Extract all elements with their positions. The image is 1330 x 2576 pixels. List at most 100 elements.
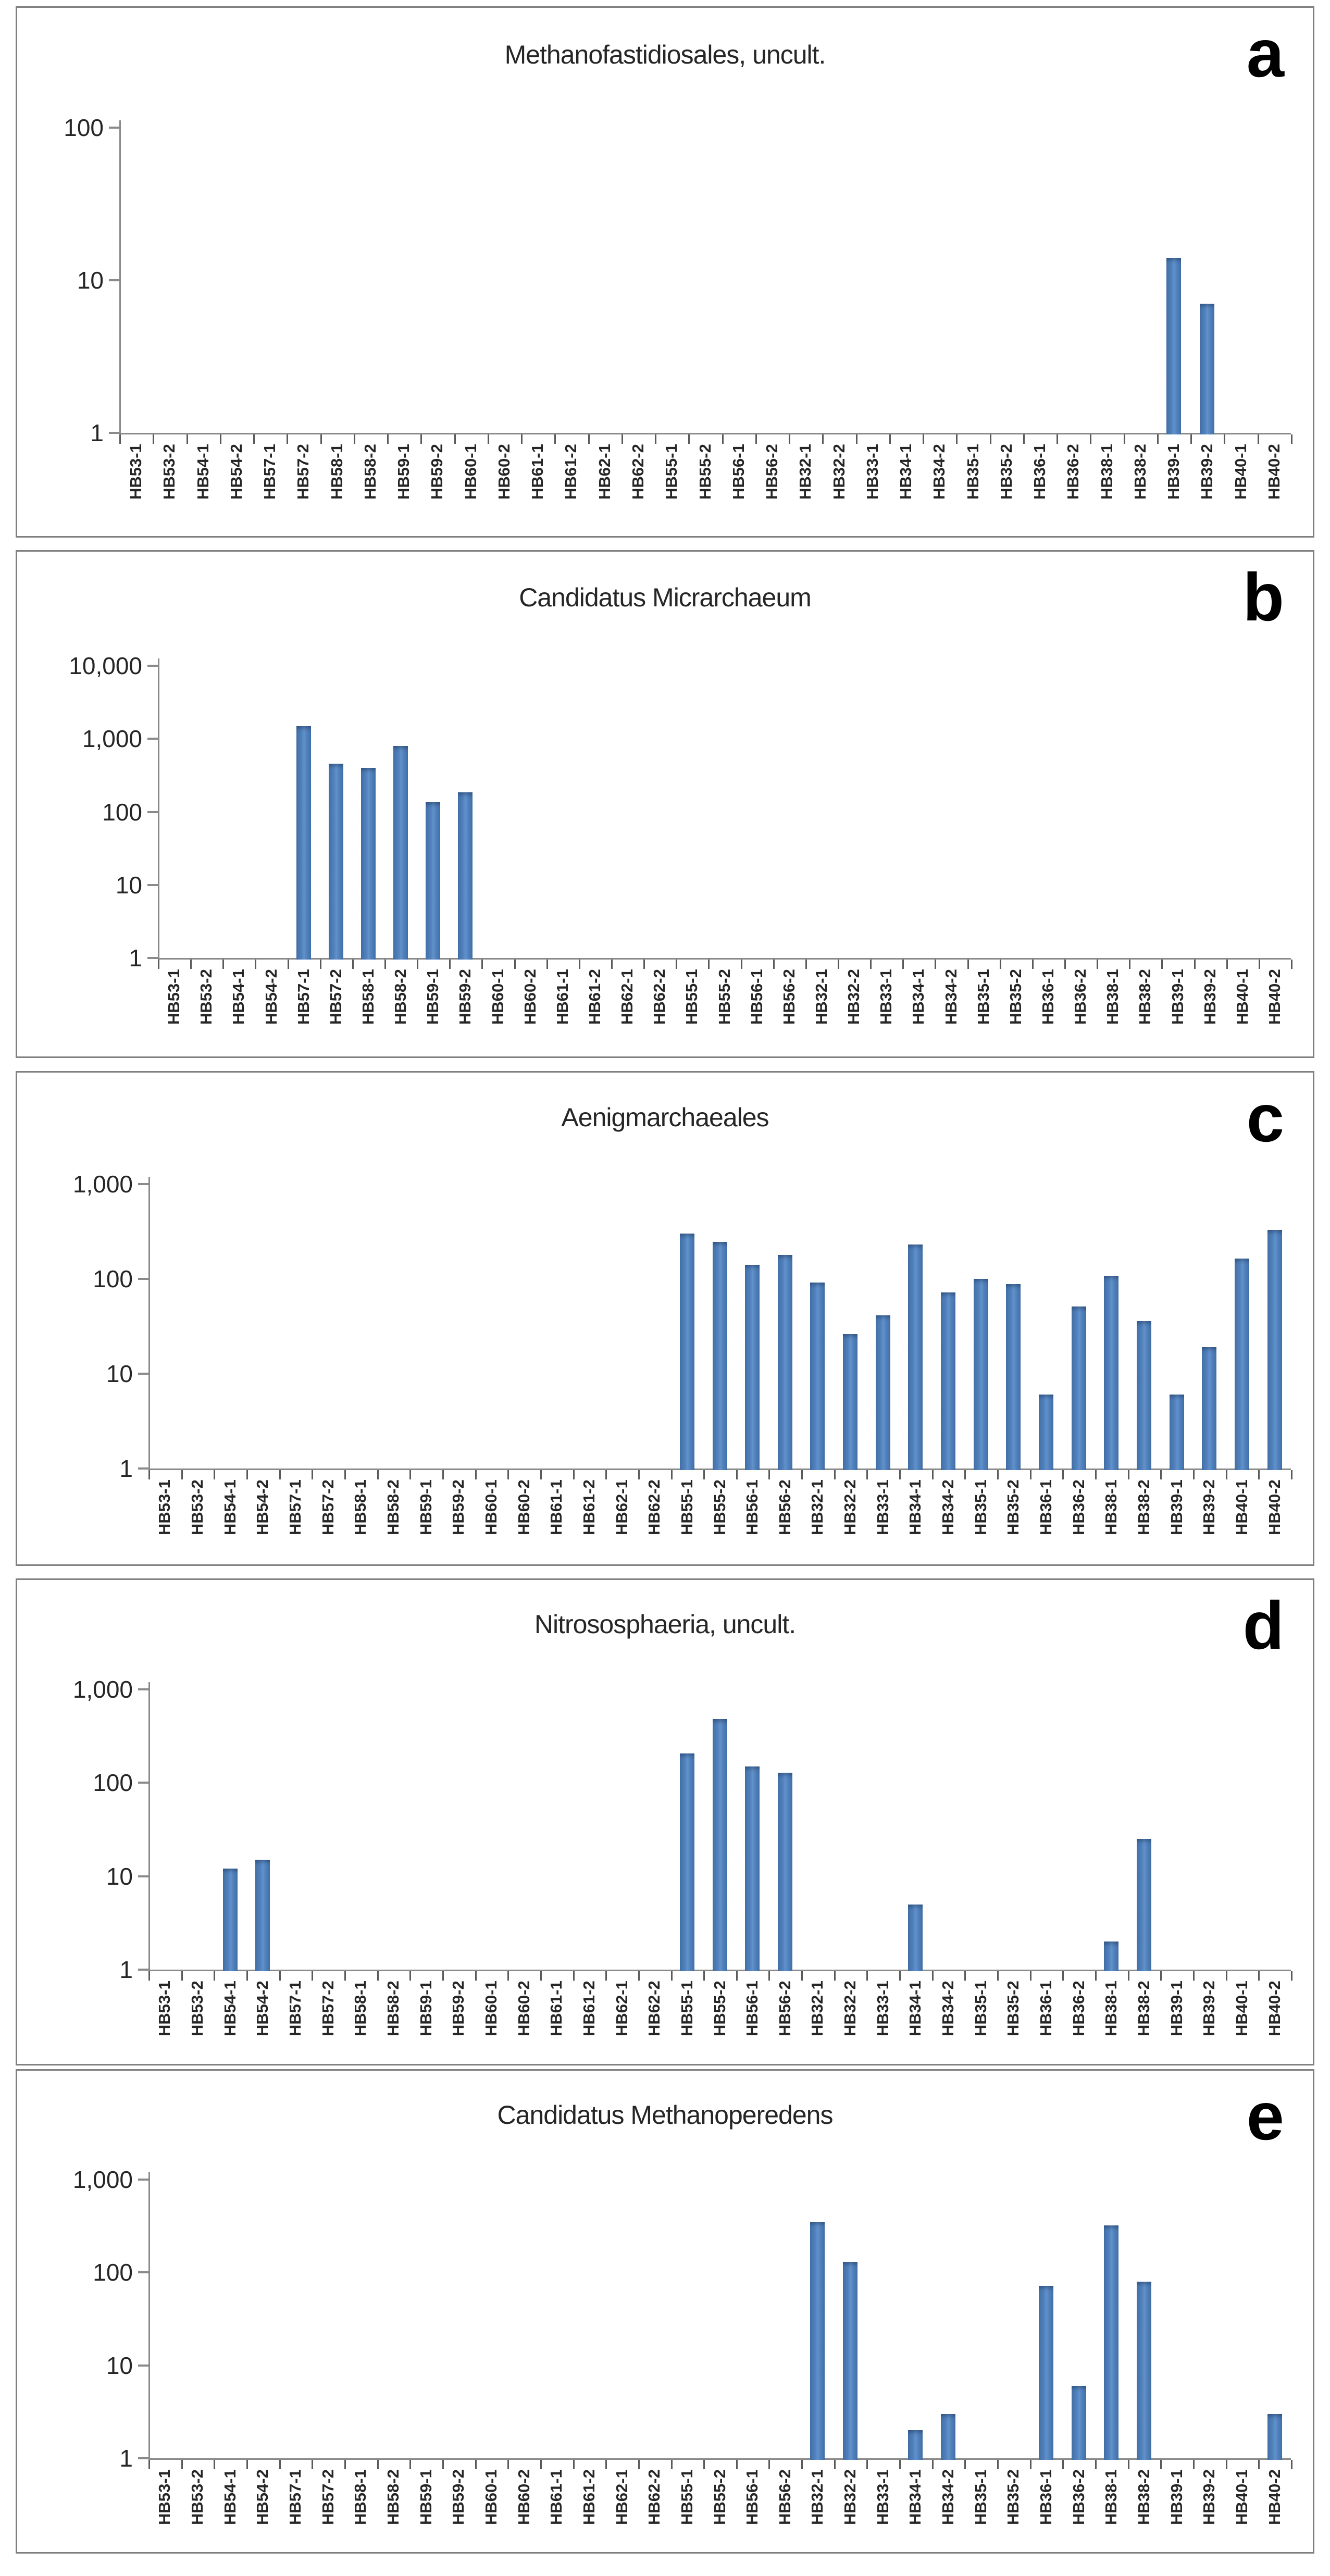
x-tick-mark <box>801 1971 803 1981</box>
x-label-HB56-2: HB56-2 <box>776 1479 794 1535</box>
x-tick-mark <box>964 1971 966 1981</box>
bar-HB57-1 <box>296 726 311 960</box>
y-tick-label-1000: 1,000 <box>72 1171 133 1198</box>
x-label-HB58-1: HB58-1 <box>351 2469 369 2525</box>
x-tick-mark <box>554 434 556 444</box>
x-label-HB54-2: HB54-2 <box>227 444 245 500</box>
x-tick-mark <box>1226 1971 1227 1981</box>
bar-HB59-2 <box>458 792 473 960</box>
bar-HB36-1 <box>1039 1395 1053 1470</box>
x-tick-mark <box>768 2460 770 2469</box>
x-tick-mark <box>377 2460 379 2469</box>
y-tick-mark <box>109 432 119 434</box>
x-label-HB38-1: HB38-1 <box>1103 969 1122 1025</box>
bar-HB35-2 <box>1006 1284 1021 1470</box>
x-label-HB57-1: HB57-1 <box>286 2469 304 2525</box>
x-tick-mark <box>1095 2460 1097 2469</box>
bar-HB58-1 <box>361 768 376 960</box>
x-tick-mark <box>671 1470 673 1479</box>
bar-HB59-1 <box>426 802 440 960</box>
x-tick-mark <box>279 2460 281 2469</box>
x-tick-mark <box>703 1470 705 1479</box>
x-tick-mark <box>1128 1470 1129 1479</box>
x-tick-mark <box>1032 960 1034 969</box>
y-tick-label-100: 100 <box>102 799 142 826</box>
x-label-HB57-2: HB57-2 <box>319 1479 337 1535</box>
y-axis-line <box>119 120 121 434</box>
x-tick-mark <box>181 2460 183 2469</box>
x-tick-mark <box>822 434 824 444</box>
panel-letter: b <box>1242 559 1284 635</box>
x-tick-mark <box>1160 2460 1162 2469</box>
x-label-HB54-2: HB54-2 <box>253 2469 271 2525</box>
x-label-HB62-1: HB62-1 <box>613 2469 631 2525</box>
panel-a: Methanofastidiosales, uncult. a 1 10 100 HB53… <box>16 6 1314 538</box>
bar-HB39-1 <box>1170 1395 1184 1470</box>
x-tick-mark <box>454 434 456 444</box>
x-tick-mark <box>768 1470 770 1479</box>
x-tick-mark <box>1129 960 1130 969</box>
x-tick-mark <box>1193 2460 1195 2469</box>
x-label-HB56-2: HB56-2 <box>776 2469 794 2525</box>
x-label-HB36-2: HB36-2 <box>1071 969 1089 1025</box>
x-label-HB59-2: HB59-2 <box>456 969 474 1025</box>
x-label-HB35-1: HB35-1 <box>974 969 992 1025</box>
x-label-HB62-1: HB62-1 <box>613 1479 631 1535</box>
y-axis-line <box>148 1177 150 1470</box>
x-tick-mark <box>148 1971 150 1981</box>
x-tick-mark <box>246 2460 248 2469</box>
x-label-HB34-1: HB34-1 <box>909 969 927 1025</box>
y-tick-label-100: 100 <box>64 114 104 141</box>
x-tick-mark <box>1124 434 1125 444</box>
x-tick-mark <box>967 960 969 969</box>
bar-HB56-1 <box>745 1766 760 1971</box>
x-tick-mark <box>377 1971 379 1981</box>
x-label-HB39-2: HB39-2 <box>1201 969 1219 1025</box>
x-tick-mark <box>214 1470 215 1479</box>
x-tick-mark <box>540 1470 542 1479</box>
chart-title: Nitrososphaeria, uncult. <box>534 1610 796 1639</box>
x-tick-mark <box>1062 1470 1064 1479</box>
x-label-HB34-1: HB34-1 <box>906 2469 924 2525</box>
x-label-HB53-2: HB53-2 <box>188 1479 206 1535</box>
x-tick-mark <box>214 1971 215 1981</box>
x-tick-mark <box>1226 960 1228 969</box>
x-label-HB32-2: HB32-2 <box>844 969 863 1025</box>
x-label-HB35-2: HB35-2 <box>1004 1479 1022 1535</box>
x-label-HB61-2: HB61-2 <box>562 444 580 500</box>
x-label-HB61-1: HB61-1 <box>547 1479 565 1535</box>
x-label-HB56-1: HB56-1 <box>743 1479 761 1535</box>
x-tick-mark <box>676 960 677 969</box>
bar-HB39-1 <box>1166 258 1181 434</box>
x-label-HB34-1: HB34-1 <box>906 1479 924 1535</box>
x-label-HB55-2: HB55-2 <box>711 2469 729 2525</box>
y-tick-mark <box>138 1969 148 1971</box>
x-label-HB54-1: HB54-1 <box>194 444 212 500</box>
x-label-HB53-1: HB53-1 <box>165 969 183 1025</box>
x-tick-mark <box>1064 960 1066 969</box>
x-label-HB35-1: HB35-1 <box>964 444 982 500</box>
x-label-HB32-1: HB32-1 <box>812 969 830 1025</box>
x-tick-mark <box>801 2460 803 2469</box>
x-label-HB39-1: HB39-1 <box>1167 2469 1186 2525</box>
x-label-HB60-2: HB60-2 <box>521 969 539 1025</box>
y-tick-mark <box>138 1183 148 1185</box>
panel-letter: c <box>1246 1080 1284 1156</box>
bar-HB36-1 <box>1039 2286 1053 2460</box>
x-label-HB57-2: HB57-2 <box>327 969 345 1025</box>
y-axis-line <box>158 658 159 960</box>
x-tick-mark <box>1090 434 1091 444</box>
x-label-HB55-1: HB55-1 <box>682 969 701 1025</box>
x-tick-mark <box>288 960 289 969</box>
y-tick-label-1000: 1,000 <box>82 725 142 752</box>
y-axis-line <box>148 2172 150 2460</box>
x-tick-mark <box>866 1470 868 1479</box>
panel-e: Candidatus Methanoperedens e 1 10 100 1,000 HB… <box>16 2069 1314 2554</box>
x-tick-mark <box>622 434 623 444</box>
x-tick-mark <box>119 434 121 444</box>
x-tick-mark <box>442 1470 444 1479</box>
x-label-HB60-1: HB60-1 <box>462 444 480 500</box>
x-label-HB40-1: HB40-1 <box>1232 444 1250 500</box>
bar-HB40-2 <box>1267 2414 1282 2460</box>
